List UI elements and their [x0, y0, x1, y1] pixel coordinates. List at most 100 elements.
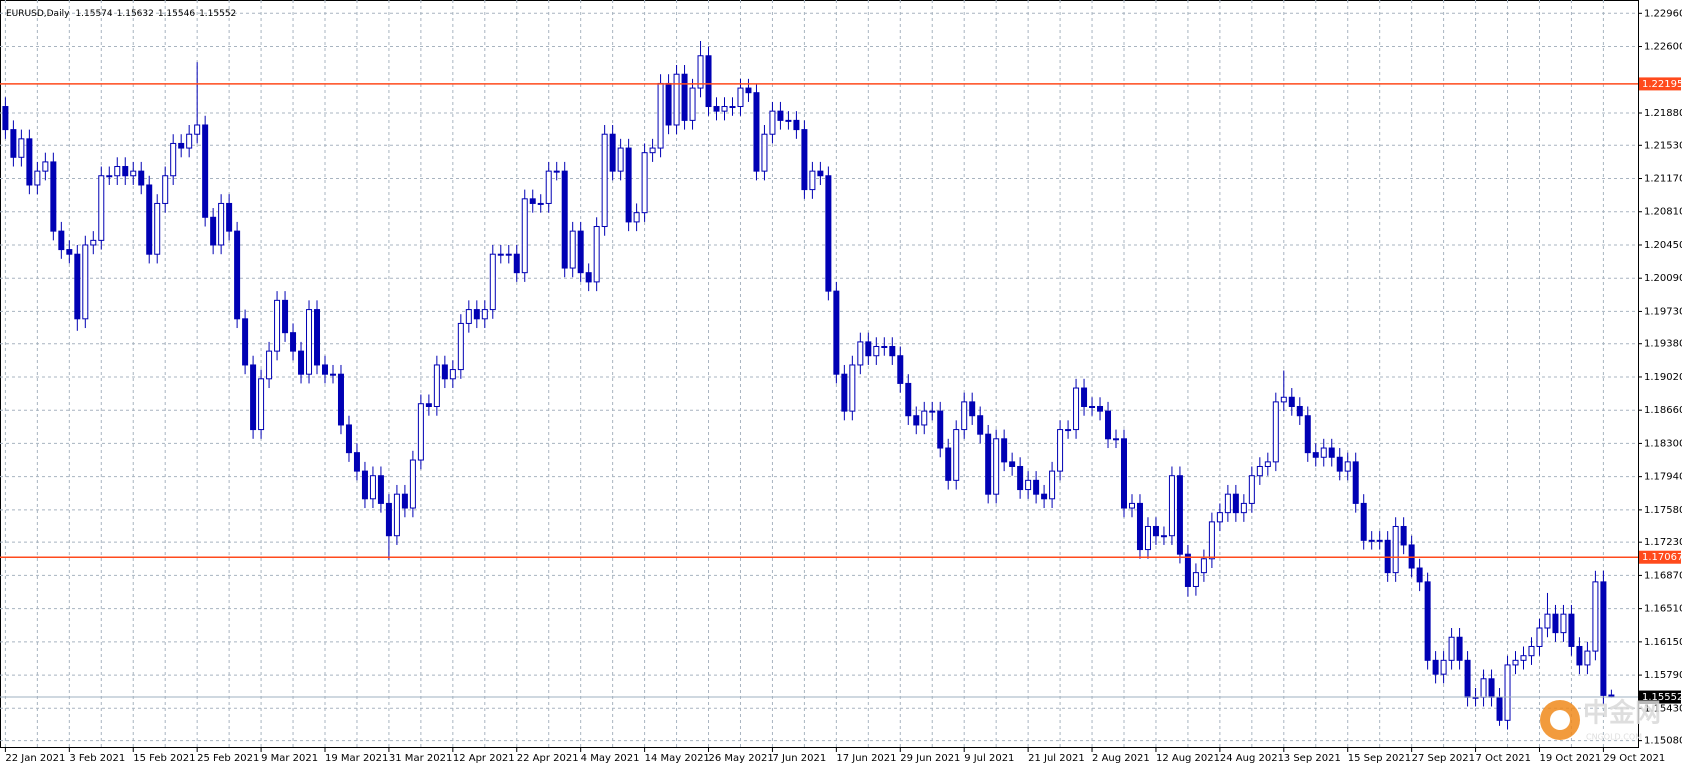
watermark-site: CNGOLD.COM	[1586, 733, 1642, 742]
candle-body	[1224, 493, 1231, 514]
candle-body	[617, 147, 624, 172]
candle-body	[1584, 650, 1591, 666]
candle-body	[1600, 581, 1607, 696]
candle-body	[1136, 502, 1143, 551]
candle-body	[1121, 438, 1127, 509]
candle-body	[945, 447, 952, 481]
candle-body	[1320, 447, 1327, 458]
watermark-name: 中金网	[1583, 698, 1661, 729]
candle-body	[10, 129, 17, 158]
candle-body	[242, 318, 249, 366]
y-tick-label: 1.21880	[1644, 108, 1682, 119]
candle-body	[793, 119, 800, 131]
candle-body	[761, 133, 768, 172]
candle-body	[66, 249, 73, 255]
candle-body	[1033, 479, 1040, 495]
candle-body	[34, 170, 41, 186]
candle-body	[417, 403, 424, 461]
candle-body	[641, 152, 648, 214]
x-tick-label: 2 Aug 2021	[1092, 753, 1150, 764]
candle-body	[633, 212, 640, 223]
candle-body	[1049, 470, 1056, 500]
candle-body	[1025, 479, 1032, 491]
candle-body	[481, 309, 488, 320]
x-tick-label: 17 Jun 2021	[836, 753, 896, 764]
candle-body	[1512, 659, 1519, 666]
candle-body	[473, 309, 480, 320]
candle-body	[401, 493, 408, 509]
x-tick-label: 4 May 2021	[581, 753, 640, 764]
candle-body	[489, 253, 496, 311]
candle-body	[905, 382, 912, 417]
candle-body	[689, 87, 696, 121]
candle-body	[1065, 429, 1072, 432]
chart-header: EURUSD,Daily 1.15574 1.15632 1.15546 1.15552	[6, 9, 236, 19]
candle-body	[881, 346, 888, 349]
candle-body	[361, 470, 368, 500]
candle-body	[753, 92, 760, 172]
candle-body	[801, 129, 808, 191]
x-tick-label: 3 Feb 2021	[69, 753, 125, 764]
candle-body	[146, 184, 153, 255]
candle-body	[298, 350, 305, 375]
candle-body	[1304, 415, 1311, 454]
x-tick-label: 22 Apr 2021	[517, 753, 579, 764]
candle-body	[1544, 613, 1551, 629]
candle-body	[457, 322, 464, 371]
candle-body	[505, 253, 512, 256]
y-tick-label: 1.16870	[1644, 570, 1682, 581]
candle-body	[218, 202, 225, 246]
candle-body	[1073, 387, 1080, 431]
candle-body	[1168, 475, 1175, 537]
grid-layer	[0, 0, 1638, 748]
x-tick-label: 15 Feb 2021	[133, 753, 195, 764]
candle-body	[745, 87, 752, 94]
candle-body	[290, 332, 297, 352]
candle-body	[713, 106, 720, 112]
candle-body	[833, 290, 840, 375]
candle-body	[377, 475, 384, 504]
candle-body	[369, 475, 376, 500]
candle-body	[1504, 664, 1511, 721]
candle-body	[1017, 465, 1024, 491]
header-close: 1.15552	[199, 9, 236, 19]
candle-body	[577, 230, 584, 274]
x-tick-label: 25 Feb 2021	[197, 753, 259, 764]
candle-body	[1280, 396, 1287, 403]
candle-body	[465, 309, 472, 324]
candle-body	[82, 244, 89, 320]
candle-body	[673, 73, 680, 126]
candle-body	[42, 161, 49, 172]
level-label: 1.17067	[1642, 552, 1682, 563]
candle-body	[1336, 456, 1343, 472]
candle-body	[545, 170, 552, 204]
candle-body	[705, 55, 712, 108]
candle-body	[1400, 525, 1407, 546]
candle-body	[162, 175, 169, 204]
level-label-box	[1639, 550, 1681, 564]
candle-body	[425, 403, 432, 407]
candle-body	[1272, 401, 1279, 463]
y-tick-label: 1.15430	[1644, 703, 1682, 714]
y-tick-label: 1.20810	[1644, 207, 1682, 218]
candle-body	[1001, 438, 1008, 463]
candle-body	[1105, 410, 1112, 440]
y-tick-label: 1.17940	[1644, 472, 1682, 483]
candle-body	[1448, 636, 1455, 661]
x-tick-label: 29 Oct 2021	[1603, 753, 1665, 764]
candle-body	[1344, 461, 1351, 472]
candle-body	[1240, 502, 1247, 514]
candle-body	[1041, 493, 1048, 500]
candle-body	[393, 493, 400, 537]
candle-body	[1536, 627, 1543, 647]
y-tick-label: 1.20090	[1644, 273, 1682, 284]
candle-body	[50, 161, 57, 232]
marks-layer	[2, 40, 1615, 730]
candle-body	[697, 55, 704, 89]
y-tick-label: 1.19020	[1644, 372, 1682, 383]
candle-body	[649, 147, 656, 154]
y-tick-label: 1.15080	[1644, 736, 1682, 747]
candle-body	[26, 138, 33, 186]
candle-body	[98, 175, 105, 241]
